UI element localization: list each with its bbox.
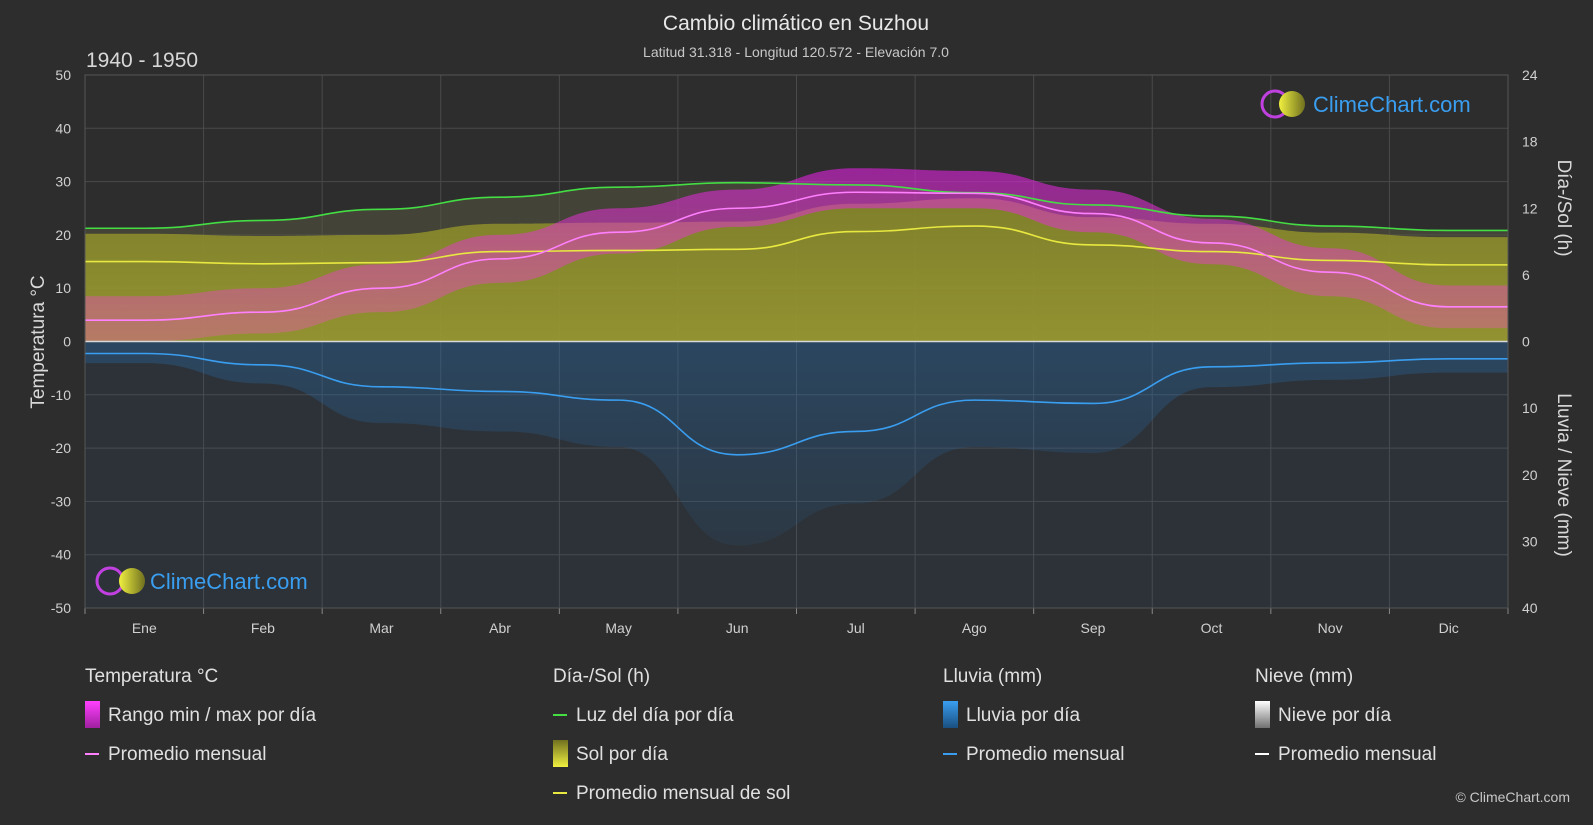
logo-globe-icon — [1279, 91, 1305, 117]
logo-top: ClimeChart.com — [1260, 89, 1471, 119]
y-tick-left: 20 — [55, 227, 71, 243]
x-tick-label: Feb — [251, 620, 275, 636]
y-tick-right-top: 18 — [1522, 134, 1538, 150]
y-tick-right-top: 6 — [1522, 267, 1530, 283]
legend-group-title: Nieve (mm) — [1255, 666, 1353, 687]
y-axis-right-bottom-title: Lluvia / Nieve (mm) — [1553, 393, 1574, 557]
legend-item-label: Promedio mensual — [108, 744, 266, 765]
legend-box-swatch — [1255, 701, 1270, 728]
copyright: © ClimeChart.com — [1455, 789, 1570, 805]
legend-item-label: Sol por día — [576, 744, 668, 765]
legend-group-title: Temperatura °C — [85, 666, 218, 687]
legend-group-title: Lluvia (mm) — [943, 666, 1042, 687]
logo-bottom-text: ClimeChart.com — [150, 569, 308, 594]
y-tick-right-bottom: 30 — [1522, 533, 1538, 549]
chart-title: Cambio climático en Suzhou — [663, 12, 929, 35]
legend-item-label: Rango min / max por día — [108, 705, 316, 726]
logo-bottom: ClimeChart.com — [95, 566, 308, 596]
y-tick-left: 10 — [55, 280, 71, 296]
temp-avg-line — [84, 191, 1508, 321]
temp-range-area — [85, 168, 1508, 342]
x-tick-label: Sep — [1080, 620, 1105, 636]
legend-item-label: Luz del día por día — [576, 705, 734, 726]
logo-globe-icon — [119, 568, 145, 594]
legend-item-label: Nieve por día — [1278, 705, 1391, 726]
x-tick-label: Oct — [1201, 620, 1223, 636]
y-tick-right-top: 0 — [1522, 334, 1530, 350]
x-tick-label: Ene — [132, 620, 157, 636]
temp-range-band — [85, 168, 1508, 342]
y-tick-right-bottom: 20 — [1522, 467, 1538, 483]
y-tick-left: -50 — [51, 600, 71, 616]
y-axis-right-top-title: Día-/Sol (h) — [1553, 159, 1574, 256]
legend-item-label: Promedio mensual de sol — [576, 783, 790, 804]
sun-avg-line — [84, 225, 1508, 266]
legend-box-swatch — [943, 701, 958, 728]
chart-subtitle: Latitud 31.318 - Longitud 120.572 - Elev… — [643, 44, 949, 60]
x-tick-label: Mar — [369, 620, 393, 636]
x-tick-label: Jul — [847, 620, 865, 636]
legend-item-label: Promedio mensual — [966, 744, 1124, 765]
period-label: 1940 - 1950 — [86, 49, 198, 72]
legend-box-swatch — [85, 701, 100, 728]
y-tick-left: -40 — [51, 547, 71, 563]
x-tick-label: Ago — [962, 620, 987, 636]
x-tick-label: May — [605, 620, 631, 636]
rain-avg-line — [84, 352, 1508, 456]
logo-top-text: ClimeChart.com — [1313, 92, 1471, 117]
x-tick-label: Nov — [1318, 620, 1343, 636]
y-tick-left: -30 — [51, 493, 71, 509]
y-tick-right-top: 24 — [1522, 67, 1538, 83]
y-tick-right-bottom: 40 — [1522, 600, 1538, 616]
legend: Temperatura °C Rango min / max por día Pro… — [85, 666, 1436, 804]
y-tick-left: 40 — [55, 120, 71, 136]
y-tick-left: 50 — [55, 67, 71, 83]
y-axis-left-title: Temperatura °C — [28, 275, 49, 408]
x-tick-label: Jun — [726, 620, 749, 636]
plot-frame — [84, 74, 1509, 609]
y-tick-left: -10 — [51, 387, 71, 403]
legend-item-label: Lluvia por día — [966, 705, 1081, 726]
series-lines — [84, 181, 1508, 456]
daylight-line — [85, 181, 1508, 232]
y-tick-right-bottom: 10 — [1522, 400, 1538, 416]
legend-box-swatch — [553, 740, 568, 767]
x-tick-label: Abr — [489, 620, 511, 636]
legend-item-label: Promedio mensual — [1278, 744, 1436, 765]
rain-background — [85, 341, 1508, 608]
x-tick-label: Dic — [1439, 620, 1459, 636]
y-tick-left: 30 — [55, 174, 71, 190]
y-tick-left: -20 — [51, 440, 71, 456]
axes: 50 40 30 20 10 0 -10 -20 -30 -40 -50 24 18 12 6 0 10 20 30… — [51, 67, 1538, 636]
y-tick-right-top: 12 — [1522, 200, 1538, 216]
legend-group-title: Día-/Sol (h) — [553, 666, 650, 687]
y-tick-left: 0 — [63, 334, 71, 350]
